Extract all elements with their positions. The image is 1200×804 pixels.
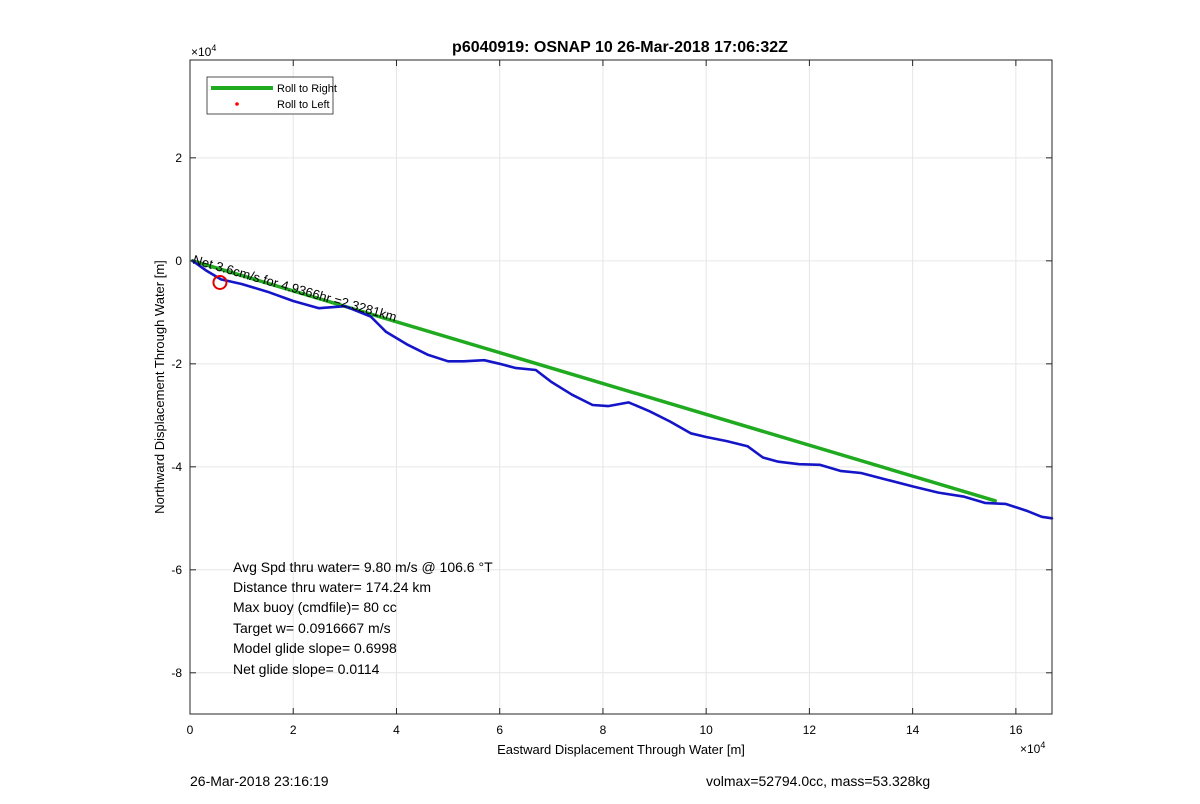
annotation-model-glide: Model glide slope= 0.6998 — [233, 640, 397, 656]
legend: Roll to Right Roll to Left — [206, 76, 337, 115]
y-tick-label: -4 — [171, 460, 182, 474]
x-tick-label: 14 — [906, 723, 920, 737]
footer-info: volmax=52794.0cc, mass=53.328kg — [706, 773, 931, 789]
plot-frame — [189, 59, 1053, 715]
svg-text:×104: ×104 — [1020, 740, 1045, 756]
legend-entry-roll-left: Roll to Left — [277, 99, 330, 111]
grid-lines — [189, 60, 1052, 714]
x-axis-label: Eastward Displacement Through Water [m] — [497, 742, 745, 757]
series-line-roll-to-right — [190, 259, 997, 503]
x-tick-label: 6 — [496, 723, 503, 737]
svg-text:×104: ×104 — [191, 43, 216, 59]
x-tick-label: 10 — [699, 723, 713, 737]
plot-area — [190, 60, 1052, 714]
annotation-distance: Distance thru water= 174.24 km — [233, 579, 431, 595]
stats-annotations: Avg Spd thru water= 9.80 m/s @ 106.6 °T … — [233, 559, 493, 677]
x-tick-label: 2 — [290, 723, 297, 737]
x-tick-label: 0 — [187, 723, 194, 737]
position-marker-ring — [212, 274, 228, 290]
y-tick-label: -2 — [171, 357, 182, 371]
legend-entry-roll-right: Roll to Right — [277, 83, 337, 95]
annotation-target-w: Target w= 0.0916667 m/s — [233, 620, 391, 636]
x-tick-label: 8 — [600, 723, 607, 737]
ticks-layer: 0 2 4 6 8 10 12 14 16 -8 -6 -4 -2 0 2 — [171, 60, 1052, 737]
y-tick-label: -6 — [171, 563, 182, 577]
y-tick-label: 2 — [175, 151, 182, 165]
annotation-avg-speed: Avg Spd thru water= 9.80 m/s @ 106.6 °T — [233, 559, 493, 575]
y-tick-label: -8 — [171, 666, 182, 680]
annotation-max-buoy: Max buoy (cmdfile)= 80 cc — [233, 599, 397, 615]
series-line-track — [191, 259, 1054, 520]
footer-timestamp: 26-Mar-2018 23:16:19 — [190, 773, 329, 789]
legend-box — [206, 76, 334, 115]
x-exponent-label: ×104 — [1020, 740, 1045, 756]
chart-title: p6040919: OSNAP 10 26-Mar-2018 17:06:32Z — [452, 39, 788, 56]
y-exponent-label: ×104 — [191, 43, 216, 59]
x-tick-label: 12 — [803, 723, 817, 737]
x-tick-label: 16 — [1009, 723, 1023, 737]
y-tick-label: 0 — [175, 254, 182, 268]
y-axis-label: Northward Displacement Through Water [m] — [152, 260, 167, 514]
annotation-net-glide: Net glide slope= 0.0114 — [233, 661, 380, 677]
x-tick-label: 4 — [393, 723, 400, 737]
legend-swatch-roll-left — [235, 102, 239, 106]
